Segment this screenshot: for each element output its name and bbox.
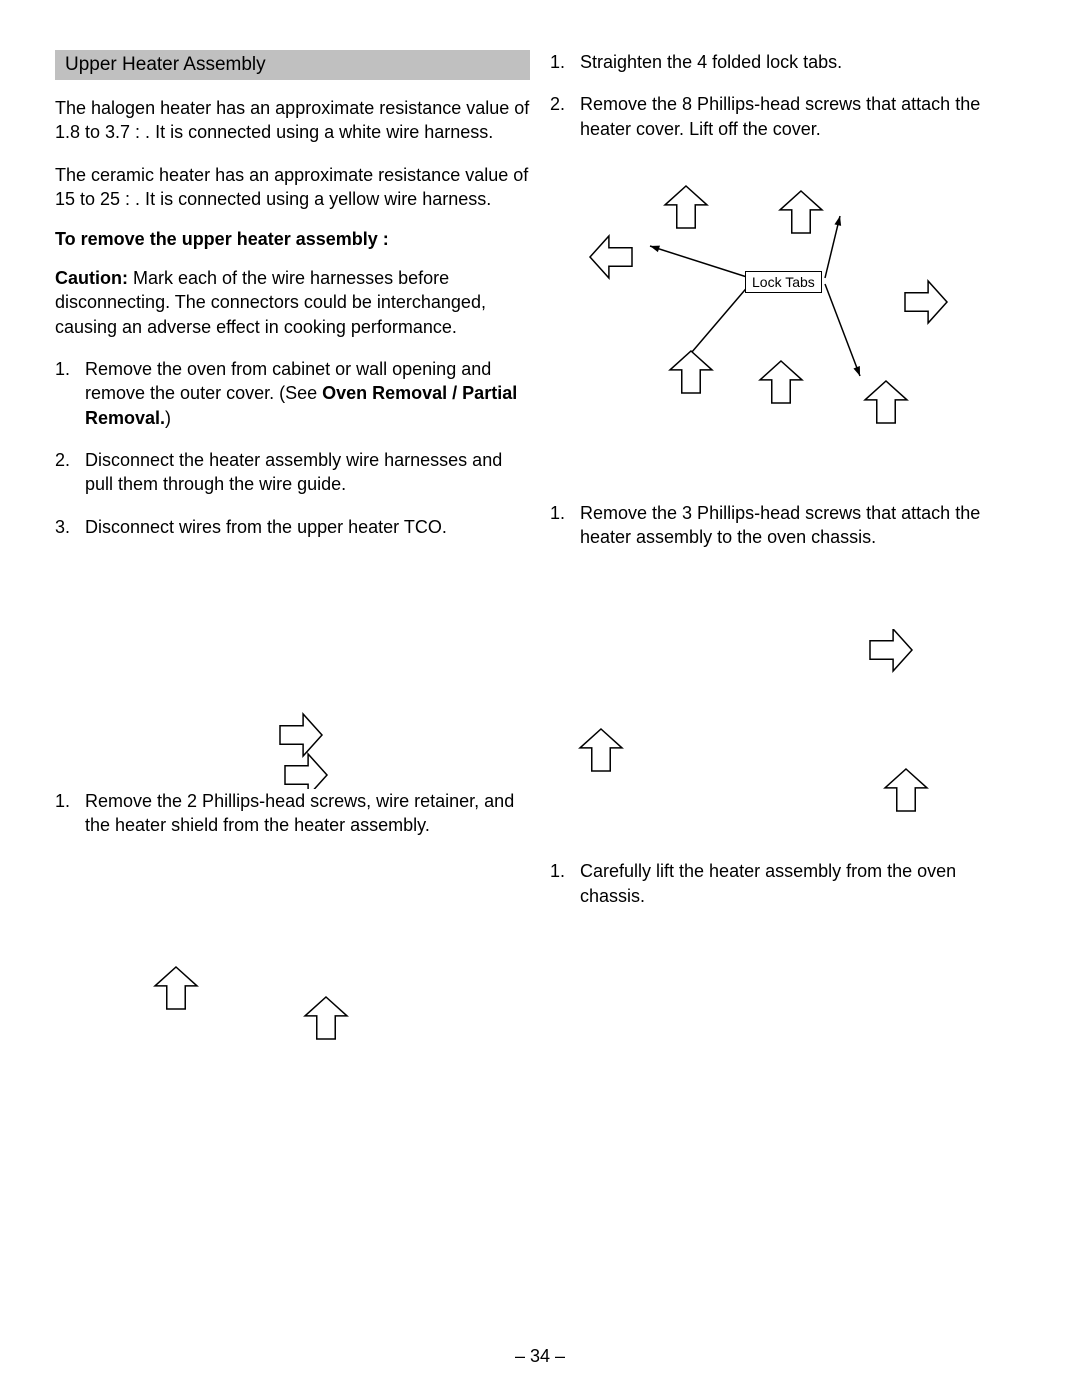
instruction-heading: To remove the upper heater assembly : xyxy=(55,229,530,250)
step-5: Straighten the 4 folded lock tabs. xyxy=(550,50,1025,74)
step-1: Remove the oven from cabinet or wall ope… xyxy=(55,357,530,430)
caution-paragraph: Caution: Mark each of the wire harnesses… xyxy=(55,266,530,339)
diagram-bottom xyxy=(55,917,530,1067)
diagram-chassis-screws xyxy=(550,629,1025,829)
lock-tabs-label: Lock Tabs xyxy=(745,271,822,293)
section-header: Upper Heater Assembly xyxy=(55,50,530,80)
step-8: Carefully lift the heater assembly from … xyxy=(550,859,1025,908)
step-6: Remove the 8 Phillips-head screws that a… xyxy=(550,92,1025,141)
caution-label: Caution: xyxy=(55,268,128,288)
step-7: Remove the 3 Phillips-head screws that a… xyxy=(550,501,1025,550)
paragraph-ceramic: The ceramic heater has an approximate re… xyxy=(55,163,530,212)
diagram-lock-tabs: Lock Tabs xyxy=(550,181,1025,461)
step-1-text-c: ) xyxy=(165,408,171,428)
diagram-heater-shield xyxy=(55,569,530,789)
page-number: – 34 – xyxy=(0,1346,1080,1367)
step-4: Remove the 2 Phillips-head screws, wire … xyxy=(55,789,530,838)
step-3: Disconnect wires from the upper heater T… xyxy=(55,515,530,539)
paragraph-halogen: The halogen heater has an approximate re… xyxy=(55,96,530,145)
step-2: Disconnect the heater assembly wire harn… xyxy=(55,448,530,497)
